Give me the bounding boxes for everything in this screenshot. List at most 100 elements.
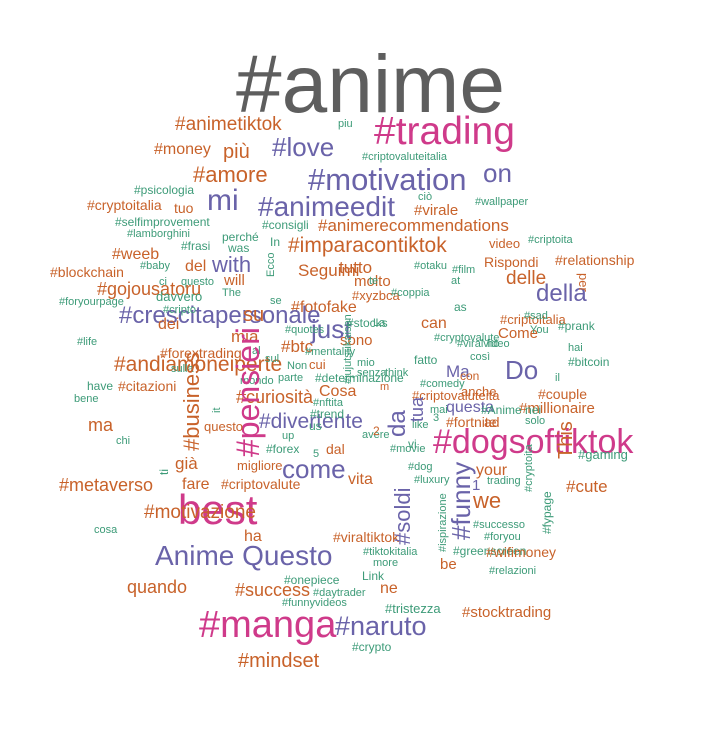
word-crescitapersonale: #fotofake: [291, 299, 357, 316]
word-prank: La: [373, 317, 386, 329]
word-mentality: #forextrading: [160, 345, 242, 361]
word-we: #cute: [566, 477, 608, 496]
word-num2: m: [380, 381, 390, 393]
word-xyzbca: davvero: [156, 289, 203, 304]
word-perche: perché: [222, 230, 259, 244]
word-metaverso: #dog: [408, 461, 433, 473]
word-criptovaluteitalia: #criptovaluteitalia: [362, 151, 447, 163]
word-successo: ha: [244, 528, 262, 545]
word-num3: 2: [373, 424, 380, 438]
word-ad: like: [412, 419, 429, 431]
word-link: be: [440, 556, 457, 573]
word-jujutsukaisen: #fypage: [540, 491, 554, 534]
word-manga: #tristezza: [385, 601, 441, 616]
word-mio: Non: [287, 360, 308, 372]
word-cosa2: have: [87, 379, 114, 393]
word-questa: #couple: [538, 386, 588, 402]
word-ti: #soldi: [390, 487, 415, 545]
word-baby: #baby: [140, 260, 170, 272]
word-tristezza: #daytrader: [313, 587, 366, 599]
word-forextrading: ho: [487, 338, 500, 350]
word-you: #quotes: [285, 324, 325, 336]
word-da: #pensieri: [230, 327, 266, 457]
word-criptoita: #criptoita: [528, 234, 573, 246]
word-tutto: Seguimi: [298, 261, 360, 280]
word-tua: This: [555, 421, 577, 459]
word-se: della: [536, 280, 587, 307]
word-wifimoney: #tiktokitalia: [363, 546, 418, 558]
word-weeb: #weeb: [112, 246, 160, 263]
word-anime: #anime: [236, 39, 505, 130]
word-psicologia: #psicologia: [134, 183, 195, 197]
word-soldi: #funny: [446, 461, 476, 540]
word-gia: #movie: [390, 443, 426, 455]
word-ma: questa: [446, 399, 495, 416]
word-senza: parte: [278, 372, 304, 384]
word-della: #xyzbca: [352, 288, 400, 303]
word-sul: hai: [568, 342, 583, 354]
word-tuo: tuo: [174, 200, 194, 216]
word-consigli: #consigli: [262, 218, 309, 232]
word-su: #crescitapersonale: [119, 302, 321, 329]
word-film: #otaku: [414, 260, 448, 272]
word-money: #money: [154, 141, 211, 158]
word-per: #jujutsukaisen: [342, 314, 354, 384]
word-will: ci: [159, 276, 167, 288]
word-ho: #cryptovalute: [434, 332, 500, 344]
word-ecco: #cryptoita: [523, 444, 535, 492]
word-fypage: it: [211, 407, 223, 414]
word-fortnite: us: [309, 419, 322, 433]
word-motivation: #motivation: [308, 162, 467, 197]
word-selfimprovement: #selfimprovement: [115, 215, 210, 229]
word-love: #love: [272, 132, 335, 162]
word-animerecommendations: #animerecommendations: [318, 216, 509, 235]
word-criptovalute: #metaverso: [59, 475, 154, 495]
word-stocktrading: #funnyvideos: [282, 597, 347, 609]
word-nftita: #criptovaluteita: [412, 388, 500, 403]
word-with: with: [212, 252, 252, 277]
word-trading: #trading: [374, 110, 515, 153]
word-vita: fare: [182, 476, 210, 493]
word-mondo: con: [460, 369, 480, 383]
word-mia: Come: [498, 325, 539, 342]
word-luxury: #criptovalute: [221, 476, 301, 492]
word-can: #stocks: [347, 316, 388, 330]
word-molto: questo: [181, 276, 215, 288]
word-virale: #virale: [414, 202, 459, 219]
word-come: già: [175, 454, 198, 473]
word-forex: #dogsoftiktok: [433, 423, 634, 461]
word-divertente: #millionaire: [519, 400, 595, 417]
word-mi: mi: [207, 184, 239, 217]
word-citazioni: think: [385, 367, 409, 379]
word-crypto: #manga: [199, 604, 337, 646]
word-cryptovalute: #life: [77, 336, 98, 348]
word-it: tua: [407, 396, 427, 422]
word-coppia: The: [222, 287, 241, 299]
word-cryptoitalia: #cryptoitalia: [87, 197, 162, 213]
word-gaming: dal: [326, 441, 345, 457]
word-cute: #luxury: [414, 474, 450, 486]
word-come2: #prank: [558, 319, 595, 333]
word-cryptoita: #ispirazione: [437, 493, 449, 552]
word-otaku: tutto: [339, 258, 373, 277]
word-just: #sad: [524, 310, 548, 322]
word-ci: delle: [506, 268, 547, 289]
word-criptoitalia: #cripto: [163, 304, 197, 316]
word-seguimi: Ecco: [265, 252, 277, 277]
word-il: Ma: [446, 362, 470, 381]
word-btc: #viralvideo: [457, 338, 510, 350]
word-funny: #business: [179, 351, 204, 451]
word-quando: #relazioni: [489, 565, 537, 577]
word-imparacontiktok: #imparacontiktok: [288, 234, 447, 257]
word-cripto: as: [454, 300, 467, 314]
word-greenscreen: Anime Questo: [155, 540, 333, 571]
word-video: video: [489, 236, 521, 251]
word-onepiece: quando: [127, 577, 188, 597]
word-ha: #motivazione: [144, 502, 256, 523]
word-delle: #film: [452, 264, 476, 276]
word-andiamoneiperte: #mentality: [305, 346, 356, 358]
word-vi: avere: [362, 429, 390, 441]
word-couple: #curiosità: [236, 387, 314, 407]
word-parte: #bitcoin: [568, 355, 610, 369]
word-lamborghini: #lamborghini: [127, 228, 190, 240]
